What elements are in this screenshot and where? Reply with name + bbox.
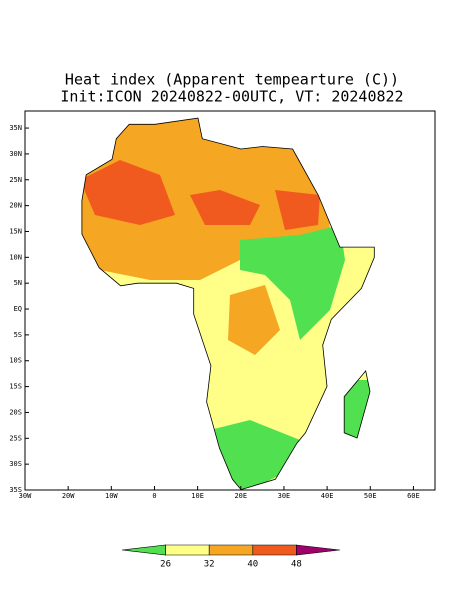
y-tick-label: 5N [14, 279, 22, 287]
colorbar-swatch [252, 544, 297, 556]
y-tick-label: 25N [9, 176, 22, 184]
y-tick-label: 20S [9, 408, 22, 416]
colorbar-label: 40 [247, 560, 258, 570]
y-tick-label: 10N [9, 253, 22, 261]
x-tick-label: 20W [62, 492, 75, 500]
colorbar-swatch [165, 544, 210, 556]
y-tick-label: 15S [9, 383, 22, 391]
colorbar-label: 26 [160, 560, 171, 570]
colorbar-label: 32 [204, 560, 215, 570]
x-tick-label: 50E [364, 492, 377, 500]
subtitle: Init:ICON 20240822-00UTC, VT: 20240822 [60, 88, 403, 106]
x-tick-label: 20E [234, 492, 247, 500]
y-tick-label: 30S [9, 460, 22, 468]
colorbar-swatch [121, 544, 166, 556]
y-tick-label: 35N [9, 124, 22, 132]
title: Heat index (Apparent tempearture (C)) [65, 71, 399, 89]
y-tick-label: 20N [9, 202, 22, 210]
y-tick-label: 30N [9, 150, 22, 158]
x-tick-label: 30E [278, 492, 291, 500]
y-tick-label: 25S [9, 434, 22, 442]
coastline [81, 117, 375, 491]
x-tick-label: 40E [321, 492, 334, 500]
y-tick-label: 5S [14, 331, 22, 339]
colorbar-swatch [296, 544, 341, 556]
x-tick-label: 30W [19, 492, 32, 500]
y-tick-label: EQ [14, 305, 22, 313]
x-tick-label: 0 [152, 492, 156, 500]
map-frame [24, 110, 436, 491]
y-tick-label: 15N [9, 227, 22, 235]
africa-fill [81, 118, 375, 490]
colorbar-label: 48 [291, 560, 302, 570]
colorbar-swatch [208, 544, 254, 556]
x-tick-label: 10W [105, 492, 118, 500]
x-tick-label: 60E [407, 492, 420, 500]
x-tick-label: 10E [191, 492, 204, 500]
y-tick-label: 10S [9, 357, 22, 365]
y-tick-label: 35S [9, 486, 22, 494]
